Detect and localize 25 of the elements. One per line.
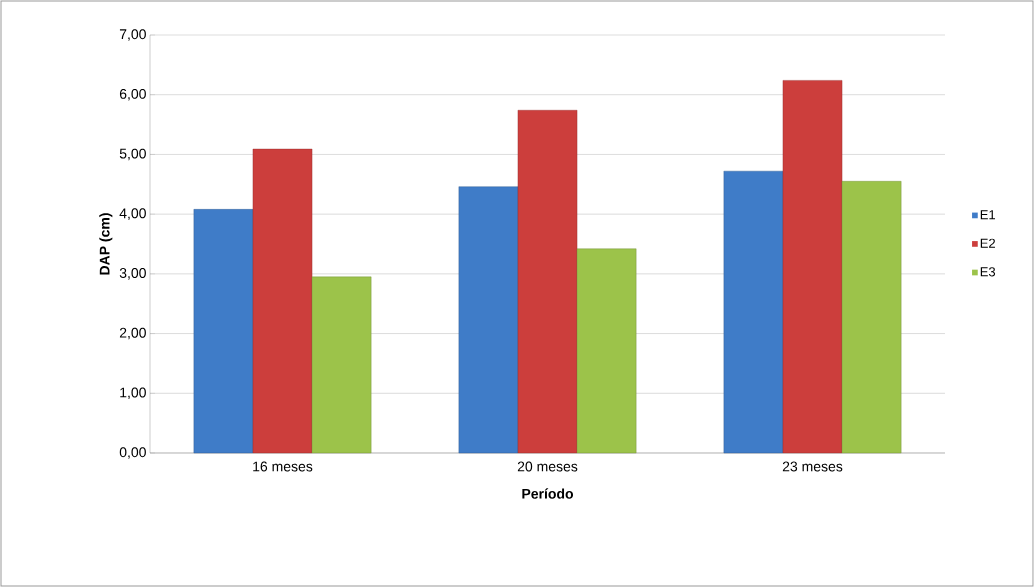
bar bbox=[311, 276, 372, 454]
y-tick-label: 5,00 bbox=[119, 148, 146, 161]
y-tick-label: 4,00 bbox=[119, 208, 146, 220]
y-tick-label: 2,00 bbox=[119, 327, 146, 340]
legend-label: E3 bbox=[980, 267, 996, 277]
y-tick-label: 6,00 bbox=[119, 88, 146, 101]
legend-label: E2 bbox=[980, 238, 995, 248]
bar bbox=[782, 80, 843, 454]
bar bbox=[252, 148, 313, 454]
y-tick-label: 0,00 bbox=[119, 447, 146, 459]
bar bbox=[576, 248, 637, 454]
y-axis-title: DAP (cm) bbox=[99, 213, 113, 275]
x-axis-title: Período bbox=[522, 488, 574, 499]
y-tick-label: 1,00 bbox=[120, 387, 146, 400]
x-tick-label: 20 meses bbox=[517, 461, 578, 472]
bar bbox=[723, 170, 784, 454]
legend-label: E1 bbox=[980, 210, 996, 220]
bar bbox=[458, 186, 519, 454]
x-tick-label: 23 meses bbox=[782, 461, 843, 472]
bar bbox=[841, 181, 902, 454]
bar bbox=[517, 110, 578, 454]
y-tick-label: 3,00 bbox=[119, 268, 146, 280]
x-tick-label: 16 meses bbox=[253, 461, 313, 472]
y-tick-label: 7,00 bbox=[119, 29, 146, 41]
bar bbox=[193, 209, 254, 454]
